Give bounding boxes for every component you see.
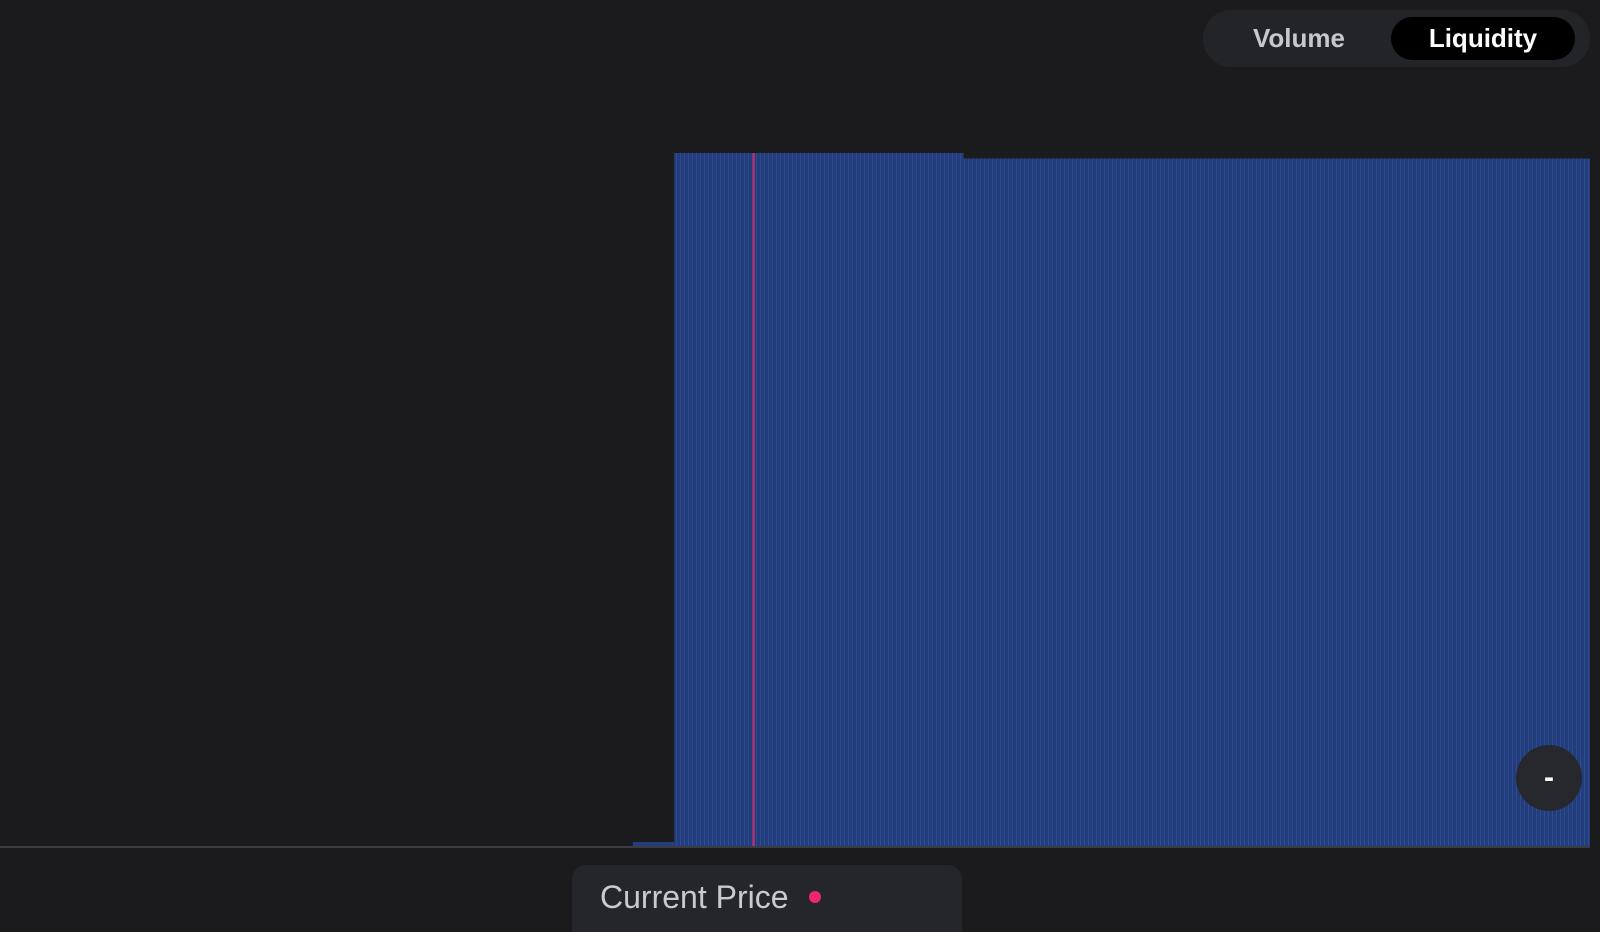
liquidity-chart[interactable] [0, 0, 1600, 850]
current-price-dot-icon [808, 891, 821, 903]
liquidity-bar [963, 158, 1590, 846]
chart-mode-toggle: Volume Liquidity [1203, 10, 1590, 67]
current-price-legend: Current Price [572, 865, 962, 932]
liquidity-bars [632, 153, 1590, 846]
volume-toggle-button[interactable]: Volume [1209, 17, 1389, 60]
liquidity-chart-svg [0, 153, 1590, 848]
current-price-label: Current Price [600, 879, 789, 915]
liquidity-toggle-button[interactable]: Liquidity [1391, 17, 1575, 60]
liquidity-bar [674, 153, 964, 846]
zoom-out-button[interactable]: - [1516, 745, 1582, 811]
liquidity-bar [632, 842, 675, 846]
